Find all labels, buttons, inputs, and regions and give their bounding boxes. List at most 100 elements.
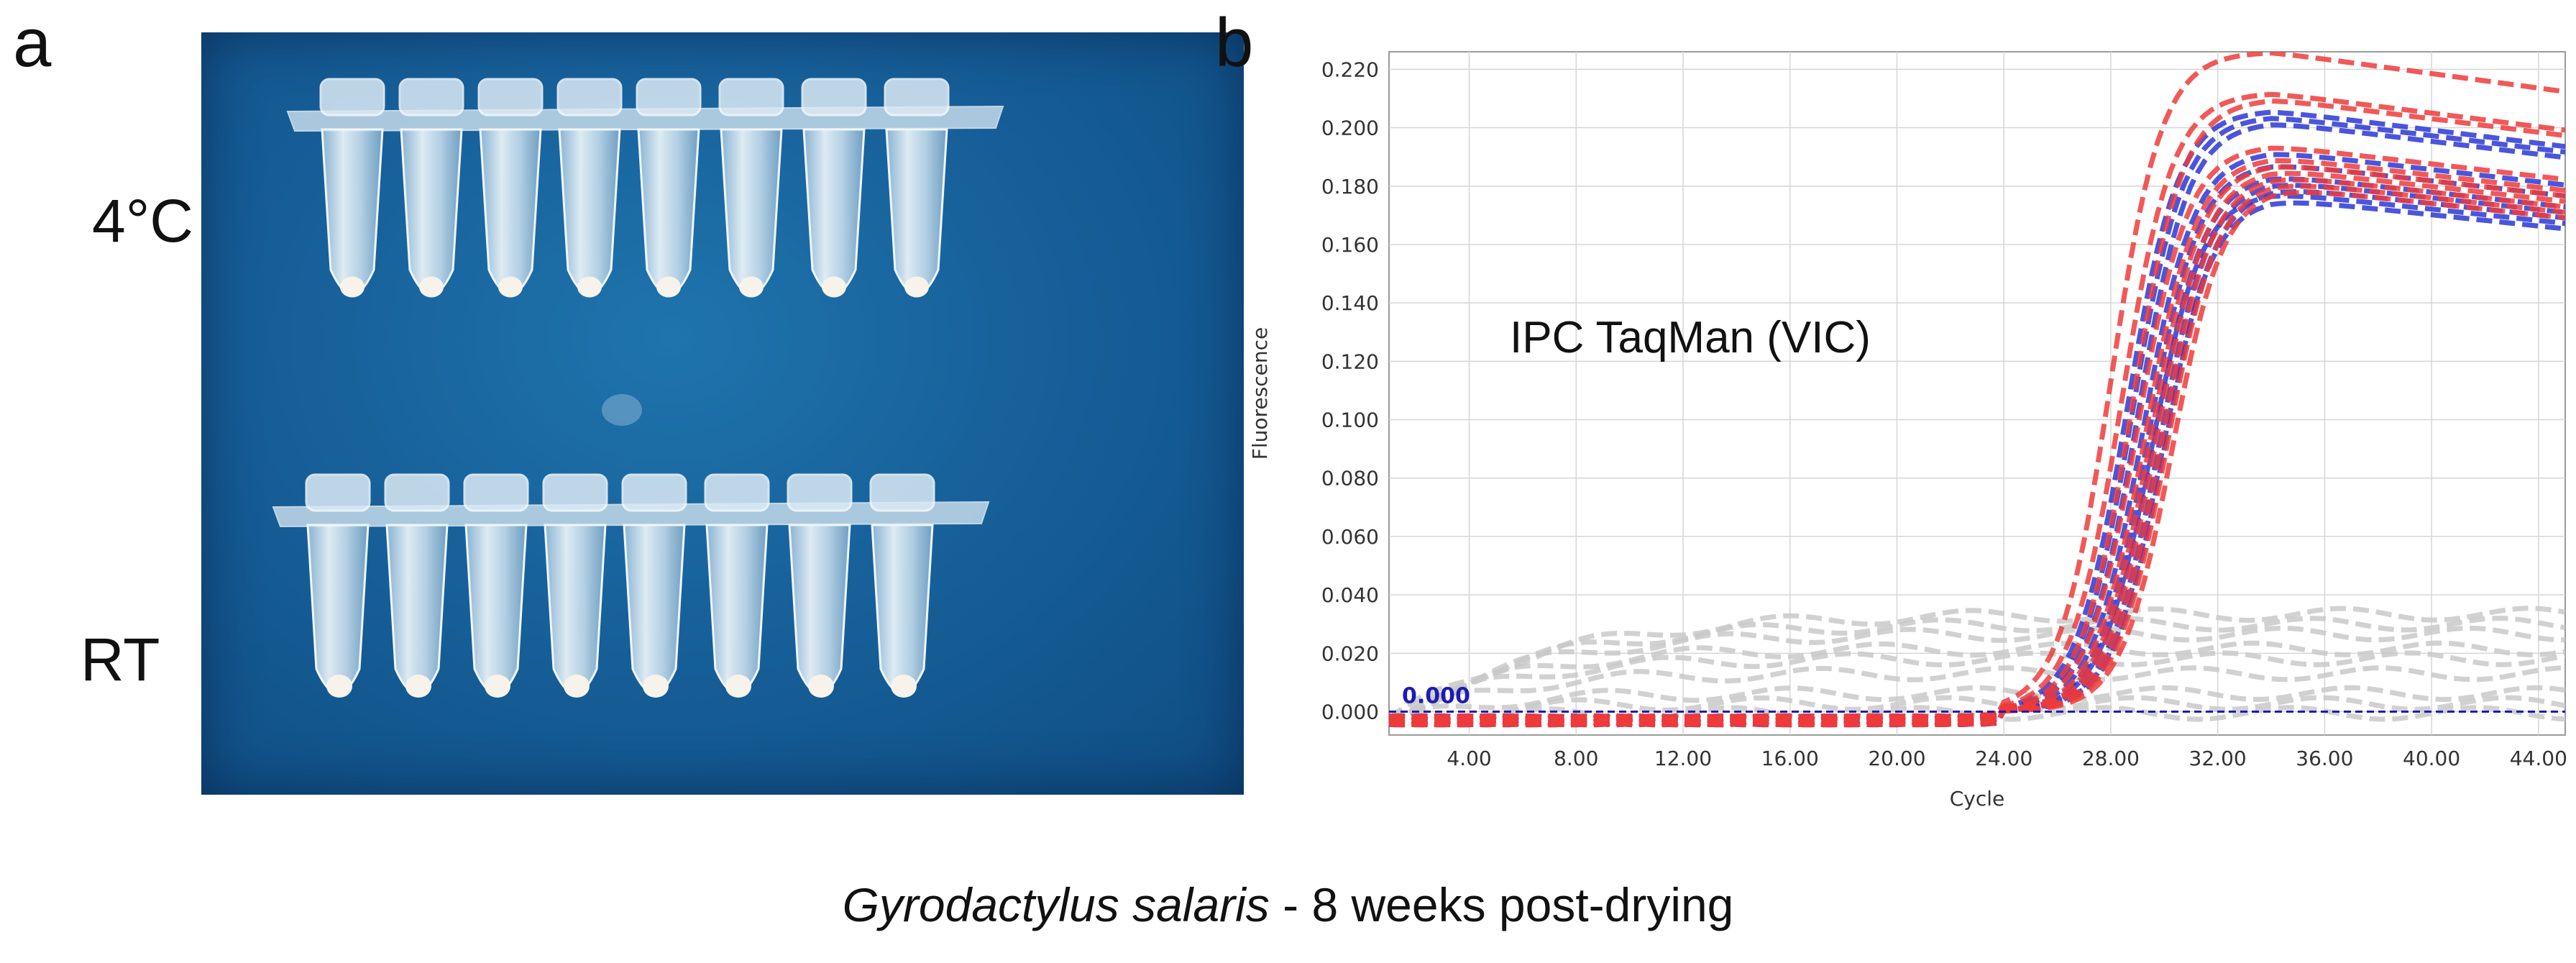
x-tick-label: 44.00 — [2510, 747, 2567, 770]
pellet — [725, 675, 751, 698]
tube-cap — [621, 473, 687, 512]
pellet — [485, 675, 510, 698]
x-tick-label: 4.00 — [1447, 747, 1491, 770]
x-tick-label: 28.00 — [2082, 747, 2140, 770]
amplification-curve-gray — [1389, 695, 2565, 721]
row-label-4c: 4°C — [92, 187, 193, 255]
amplification-curve-red — [1389, 183, 2565, 728]
amplification-curve-gray — [1389, 640, 2565, 724]
pellet — [340, 276, 365, 298]
y-tick-label: 0.000 — [1321, 700, 1379, 724]
row-label-rt: RT — [81, 626, 160, 693]
tube-cap — [801, 78, 867, 117]
tube-body — [321, 128, 384, 296]
amplification-curve-gray — [1389, 665, 2565, 724]
tube-cap — [718, 78, 784, 117]
amplification-curve-gray — [1389, 650, 2565, 724]
x-tick-label: 8.00 — [1554, 747, 1598, 770]
y-tick-label: 0.220 — [1321, 58, 1379, 81]
tube-strip-bottom — [272, 473, 990, 698]
tube-cap — [704, 473, 770, 512]
amplification-curve-gray — [1389, 625, 2565, 724]
x-tick-label: 12.00 — [1654, 747, 1712, 770]
chart-annotation: IPC TaqMan (VIC) — [1510, 313, 1871, 362]
x-tick-label: 32.00 — [2189, 747, 2247, 770]
droplet — [602, 394, 642, 426]
tube-body — [544, 524, 607, 695]
x-tick-label: 40.00 — [2403, 747, 2460, 770]
pellet — [577, 276, 602, 298]
tube-cap — [463, 473, 529, 512]
pellet — [822, 276, 846, 298]
y-tick-label: 0.020 — [1321, 642, 1379, 665]
amplification-curve-red — [1389, 177, 2565, 728]
tube-body — [720, 128, 783, 296]
pellet — [498, 276, 523, 298]
x-axis-label: Cycle — [1950, 787, 2005, 811]
y-tick-label: 0.200 — [1321, 117, 1379, 140]
threshold-label: 0.000 — [1402, 684, 1470, 709]
tube-body — [558, 128, 621, 296]
tube-strips-photo — [201, 32, 1244, 795]
tube-cap — [884, 78, 950, 117]
tube-cap — [542, 473, 608, 512]
tube-body — [464, 524, 528, 695]
y-tick-label: 0.140 — [1321, 291, 1379, 315]
tube-cap — [869, 473, 935, 512]
x-tick-label: 36.00 — [2296, 747, 2353, 770]
amplification-curve-gray — [1389, 705, 2565, 724]
amplification-chart: 4.00 8.00 12.00 16.00 20.00 24.00 28.00 32.00 36… — [1248, 51, 2567, 811]
pellet — [656, 276, 681, 298]
y-tick-label: 0.120 — [1321, 350, 1379, 373]
pellet — [643, 675, 669, 698]
pellet — [891, 675, 917, 698]
tube-cap — [319, 78, 385, 117]
x-tick-label: 16.00 — [1761, 747, 1819, 770]
pellet — [739, 276, 764, 298]
tube-cap — [636, 78, 702, 117]
y-axis-label: Fluorescence — [1248, 327, 1272, 460]
y-tick-label: 0.160 — [1321, 233, 1379, 257]
tube-cap — [384, 473, 450, 512]
pellet — [808, 675, 834, 698]
panel-letter-a: a — [13, 4, 52, 81]
caption-species: Gyrodactylus salaris — [842, 878, 1270, 931]
amplification-curve-gray — [1389, 685, 2565, 723]
y-tick-label: 0.100 — [1321, 409, 1379, 432]
tube-body — [623, 524, 686, 695]
tube-strip-top — [286, 78, 1004, 298]
pellet — [405, 675, 431, 698]
tube-body — [637, 128, 700, 296]
tube-body — [306, 524, 370, 695]
tube-cap — [556, 78, 623, 117]
grid-lines — [1389, 52, 2565, 735]
tube-cap — [398, 78, 464, 117]
amplification-curve-gray — [1389, 606, 2565, 721]
plot-area — [1388, 51, 2566, 736]
x-tick-label: 24.00 — [1975, 747, 2032, 770]
pellet — [564, 675, 590, 698]
figure-caption: Gyrodactylus salaris - 8 weeks post-dryi… — [0, 881, 2576, 928]
pellet — [419, 276, 444, 298]
curves — [1389, 52, 2565, 728]
tube-cap — [477, 78, 544, 117]
amplification-curve-red — [1389, 190, 2565, 728]
y-tick-label: 0.080 — [1321, 467, 1379, 490]
tube-cap — [787, 473, 853, 512]
y-tick-label: 0.060 — [1321, 525, 1379, 549]
pellet — [326, 675, 352, 698]
tube-cap — [305, 473, 371, 512]
tube-strips-illustration — [272, 78, 1004, 698]
tube-body — [788, 524, 851, 695]
y-tick-label: 0.040 — [1321, 583, 1379, 607]
tube-body — [705, 524, 769, 695]
pellet — [904, 276, 929, 298]
tube-body — [479, 128, 542, 296]
amplification-curve-gray — [1389, 616, 2565, 721]
y-tick-label: 0.180 — [1321, 175, 1379, 198]
tube-body — [885, 128, 948, 296]
tube-body — [385, 524, 449, 695]
caption-rest: - 8 weeks post-drying — [1269, 878, 1734, 931]
x-tick-label: 20.00 — [1868, 747, 1925, 770]
panel-letter-b: b — [1215, 4, 1254, 81]
